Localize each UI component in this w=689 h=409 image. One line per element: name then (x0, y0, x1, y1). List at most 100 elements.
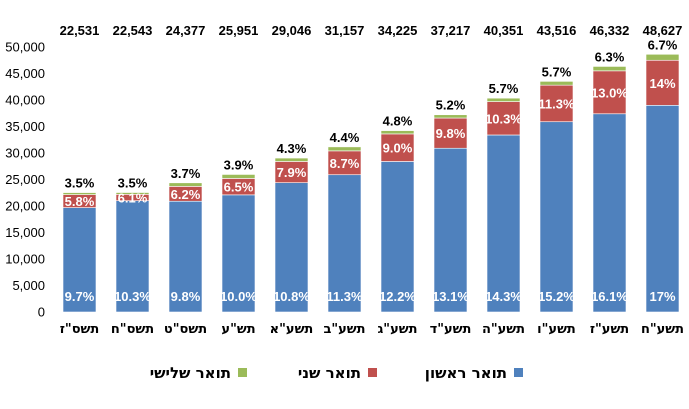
bar-value-label: 10.3% (485, 111, 522, 126)
x-category-label: תשע"ב (323, 322, 365, 337)
y-tick-label: 40,000 (5, 93, 45, 108)
y-tick-label: 0 (38, 305, 45, 320)
x-category-label: תשע"ה (482, 322, 525, 337)
bar-value-label: 3.7% (171, 166, 201, 181)
y-tick-label: 5,000 (12, 278, 45, 293)
total-label: 34,225 (378, 23, 418, 38)
bar-segment (380, 161, 415, 313)
y-tick-label: 45,000 (5, 66, 45, 81)
bar-value-label: 11.3% (326, 289, 363, 304)
legend-label: תואר ראשון (425, 364, 507, 382)
total-label: 37,217 (431, 23, 471, 38)
bar-segment (645, 105, 680, 313)
bar-segment (62, 207, 97, 313)
total-label: 25,951 (219, 23, 259, 38)
legend: תואר שלישי תואר שני תואר ראשון (150, 364, 523, 382)
bar-segment (115, 200, 150, 313)
total-label: 40,351 (484, 23, 524, 38)
bar-segment (168, 200, 203, 313)
legend-swatch (368, 368, 377, 377)
y-tick-label: 35,000 (5, 119, 45, 134)
bar-segment (168, 182, 203, 187)
total-label: 43,516 (537, 23, 577, 38)
bar-value-label: 6.3% (595, 49, 625, 64)
x-category-label: תש"ע (221, 322, 255, 337)
bar-segment (539, 121, 574, 313)
bar-value-label: 5.7% (489, 81, 519, 96)
y-axis: 0 5,000 10,000 15,000 20,000 25,000 30,000 35,0… (5, 40, 45, 320)
bar-segment (592, 113, 627, 313)
y-tick-label: 10,000 (5, 252, 45, 267)
total-label: 22,531 (60, 23, 100, 38)
legend-label: תואר שלישי (150, 364, 231, 382)
bar-value-label: 14.3% (485, 289, 522, 304)
y-tick-label: 25,000 (5, 172, 45, 187)
bar-segment (221, 174, 256, 179)
total-label: 24,377 (166, 23, 206, 38)
x-category-label: תשע"ו (537, 322, 576, 337)
x-category-label: תשע"א (270, 322, 314, 337)
x-category-label: תשס"ט (164, 322, 207, 337)
bar-value-label: 11.3% (538, 96, 575, 111)
y-tick-label: 50,000 (5, 40, 45, 55)
bar-value-label: 4.4% (330, 130, 360, 145)
bar-labels: 9.7%5.8%3.5%10.3%6.1%3.5%9.8%6.2%3.7%10.… (65, 37, 678, 304)
bar-value-label: 3.5% (118, 176, 148, 191)
bar-segment (115, 192, 150, 195)
total-label: 22,543 (113, 23, 153, 38)
x-category-label: תשע"ח (641, 322, 684, 337)
x-axis-categories: תשס"ז תשס"ח תשס"ט תש"ע תשע"א תשע"ב תשע"ג תשע"ד ת… (60, 322, 684, 337)
bar-value-label: 6.1% (118, 191, 148, 206)
bar-value-label: 12.2% (379, 289, 416, 304)
bar-value-label: 5.2% (436, 98, 466, 113)
y-tick-label: 30,000 (5, 146, 45, 161)
bar-value-label: 10.0% (220, 289, 257, 304)
y-tick-label: 15,000 (5, 225, 45, 240)
bar-value-label: 10.3% (114, 289, 151, 304)
bar-segment (645, 59, 680, 106)
bar-segment (221, 194, 256, 313)
x-category-label: תשע"ד (430, 322, 472, 337)
bar-segment (539, 84, 574, 123)
bar-segment (486, 97, 521, 102)
bar-value-label: 17% (649, 289, 675, 304)
bar-value-label: 9.8% (171, 289, 201, 304)
bar-value-label: 15.2% (538, 289, 575, 304)
total-label: 29,046 (272, 23, 312, 38)
legend-swatch (238, 368, 247, 377)
total-label: 48,627 (643, 23, 683, 38)
bar-segment (327, 174, 362, 313)
bar-value-label: 16.1% (591, 289, 628, 304)
bar-value-label: 3.9% (224, 157, 254, 172)
total-label: 31,157 (325, 23, 365, 38)
bar-value-label: 4.8% (383, 114, 413, 129)
bar-segment (274, 157, 309, 162)
bar-segment (327, 146, 362, 152)
bar-value-label: 9.0% (383, 141, 413, 156)
bar-value-label: 5.7% (542, 64, 572, 79)
bar-value-label: 13.0% (591, 85, 628, 100)
x-category-label: תשע"ז (590, 322, 629, 337)
bar-segment (645, 53, 680, 61)
bar-value-label: 6.2% (171, 187, 201, 202)
bar-segment (433, 147, 468, 313)
y-tick-label: 20,000 (5, 199, 45, 214)
bar-value-label: 9.8% (436, 126, 466, 141)
bar-value-label: 7.9% (277, 165, 307, 180)
bars (62, 53, 680, 313)
bar-value-label: 8.7% (330, 156, 360, 171)
bar-segment (274, 182, 309, 313)
bar-segment (380, 130, 415, 135)
bar-segment (486, 134, 521, 313)
total-labels: 22,531 22,543 24,377 25,951 29,046 31,157 34,2… (60, 23, 683, 38)
bar-segment (592, 66, 627, 72)
total-label: 46,332 (590, 23, 630, 38)
bar-segment (62, 192, 97, 195)
legend-swatch (514, 368, 523, 377)
bar-value-label: 13.1% (432, 289, 469, 304)
bar-segment (433, 114, 468, 119)
bar-segment (380, 133, 415, 162)
x-category-label: תשס"ז (60, 322, 100, 337)
